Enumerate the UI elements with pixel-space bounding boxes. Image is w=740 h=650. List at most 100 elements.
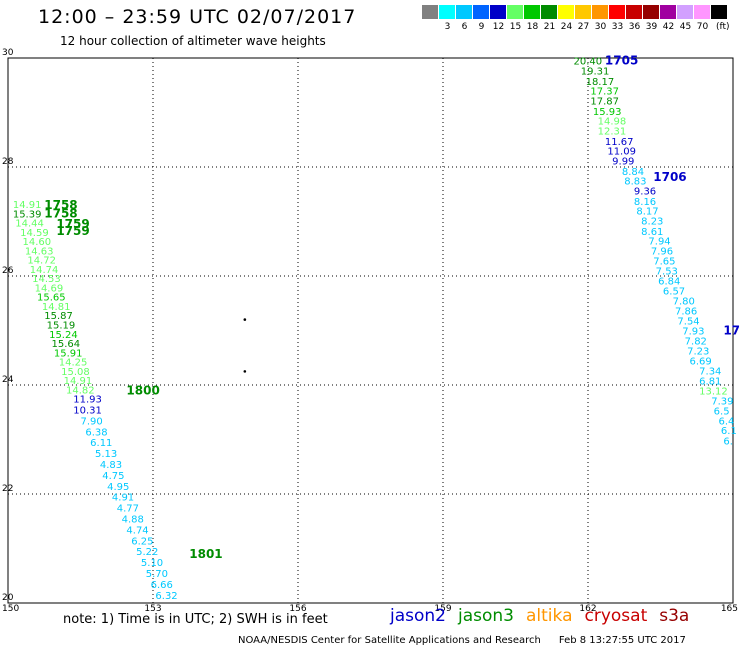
- time-label: 1800: [126, 383, 159, 397]
- wave-height-value: 11.93: [73, 395, 102, 406]
- credit-text: NOAA/NESDIS Center for Satellite Applica…: [238, 635, 541, 646]
- wave-height-value: 14.63: [25, 246, 54, 257]
- wave-height-value: 6.11: [90, 438, 112, 449]
- satellite-legend-item: jason2: [390, 606, 446, 626]
- wave-height-value: 7.39: [711, 396, 733, 407]
- wave-height-value: 17.37: [590, 87, 619, 98]
- wave-height-value: 7.94: [648, 237, 670, 248]
- wave-height-value: 6.32: [155, 591, 177, 602]
- wave-height-value: 7.53: [656, 267, 678, 278]
- lat-tick-label: 22: [2, 484, 13, 494]
- color-scale-label: 42: [662, 22, 675, 32]
- generated-timestamp: Feb 8 13:27:55 UTC 2017: [558, 635, 686, 646]
- color-scale-label: 24: [560, 22, 573, 32]
- lat-tick-label: 28: [2, 157, 14, 167]
- lon-tick-label: 150: [2, 604, 19, 614]
- wave-height-value: 14.60: [23, 237, 52, 248]
- color-scale-unit: (ft): [716, 22, 730, 32]
- lon-tick-label: 165: [721, 604, 738, 614]
- wave-height-value: 6.25: [131, 536, 153, 547]
- wave-height-value: 4.83: [100, 460, 122, 471]
- wave-height-value: 7.34: [699, 366, 721, 377]
- wave-height-value: 14.74: [30, 265, 59, 276]
- wave-height-value: 8.84: [622, 167, 644, 178]
- chart-subtitle: 12 hour collection of altimeter wave hei…: [60, 34, 326, 48]
- lat-tick-label: 24: [2, 375, 14, 385]
- wave-height-value: 14.69: [35, 283, 64, 294]
- wave-height-value: 6.84: [658, 276, 680, 287]
- wave-height-value: 14.53: [32, 274, 61, 285]
- time-label: 1759: [56, 217, 89, 231]
- color-swatch: [422, 5, 439, 19]
- wave-height-value: 7.93: [682, 327, 704, 338]
- island-marker: [243, 370, 247, 373]
- lat-tick-label: 30: [2, 48, 14, 58]
- wave-height-value: 5.10: [141, 558, 163, 569]
- color-scale-label: 70: [696, 22, 709, 32]
- color-swatch: [643, 5, 660, 19]
- wave-height-value: 15.64: [52, 339, 81, 350]
- wave-height-value: 6.5: [714, 407, 730, 418]
- wave-height-value: 15.65: [37, 293, 66, 304]
- lon-tick-label: 162: [579, 604, 596, 614]
- color-scale-label: 36: [628, 22, 641, 32]
- color-swatch: [609, 5, 626, 19]
- wave-height-value: 7.54: [677, 317, 699, 328]
- wave-height-value: 14.59: [20, 228, 49, 239]
- wave-height-value: 7.82: [685, 336, 707, 347]
- wave-height-value: 15.87: [44, 311, 73, 322]
- credit-line: NOAA/NESDIS Center for Satellite Applica…: [238, 635, 686, 646]
- wave-height-value: 6.1: [721, 426, 737, 437]
- wave-height-value: 20.40: [574, 57, 603, 68]
- color-swatch: [575, 5, 592, 19]
- wave-height-value: 14.91: [13, 200, 42, 211]
- wave-height-value: 8.23: [641, 216, 663, 227]
- wave-height-value: 7.23: [687, 347, 709, 358]
- footer-note: note: 1) Time is in UTC; 2) SWH is in fe…: [63, 612, 328, 627]
- wave-height-value: 6.38: [85, 427, 107, 438]
- color-scale-label: 18: [526, 22, 539, 32]
- wave-height-value: 5.13: [95, 449, 117, 460]
- wave-height-value: 7.96: [651, 246, 673, 257]
- color-scale-label: 15: [509, 22, 522, 32]
- wave-height-value: 15.93: [593, 107, 622, 118]
- time-label: 170: [723, 324, 740, 338]
- wave-height-value: 9.36: [634, 186, 656, 197]
- time-label: 1706: [653, 170, 686, 184]
- wave-height-value: 4.74: [126, 525, 148, 536]
- color-swatch: [711, 5, 728, 19]
- lon-tick-label: 153: [144, 604, 161, 614]
- time-label: 1759: [56, 224, 89, 238]
- color-scale-label: 6: [461, 22, 468, 32]
- wave-height-value: 15.19: [47, 321, 76, 332]
- wave-height-value: 4.75: [102, 471, 124, 482]
- wave-height-value: 14.72: [27, 256, 56, 267]
- color-scale-label: 30: [594, 22, 607, 32]
- wave-height-value: 6.: [723, 437, 733, 448]
- wave-height-value: 15.39: [13, 209, 42, 220]
- satellite-legend-item: s3a: [659, 606, 690, 626]
- wave-height-value: 6.57: [663, 287, 685, 298]
- time-label: 1801: [189, 547, 222, 561]
- wave-height-value: 4.91: [112, 493, 134, 504]
- time-label: 1758: [44, 206, 77, 220]
- wave-height-value: 7.65: [653, 257, 675, 268]
- satellite-legend-item: jason3: [458, 606, 514, 626]
- wave-height-value: 11.67: [605, 137, 634, 148]
- color-swatch: [660, 5, 677, 19]
- satellite-legend-item: altika: [526, 606, 573, 626]
- color-scale-label: 39: [645, 22, 658, 32]
- wave-height-value: 14.44: [15, 219, 44, 230]
- wave-height-value: 8.17: [636, 207, 658, 218]
- color-scale-label: 21: [543, 22, 556, 32]
- wave-height-value: 11.09: [607, 147, 636, 158]
- wave-height-value: 19.31: [581, 67, 610, 78]
- wave-height-value: 8.83: [624, 177, 646, 188]
- time-label: 1705: [605, 54, 638, 68]
- lat-tick-label: 20: [2, 593, 14, 603]
- wave-height-value: 9.99: [612, 156, 634, 167]
- wave-height-value: 15.24: [49, 330, 78, 341]
- color-scale-label: 12: [492, 22, 505, 32]
- color-swatch: [439, 5, 456, 19]
